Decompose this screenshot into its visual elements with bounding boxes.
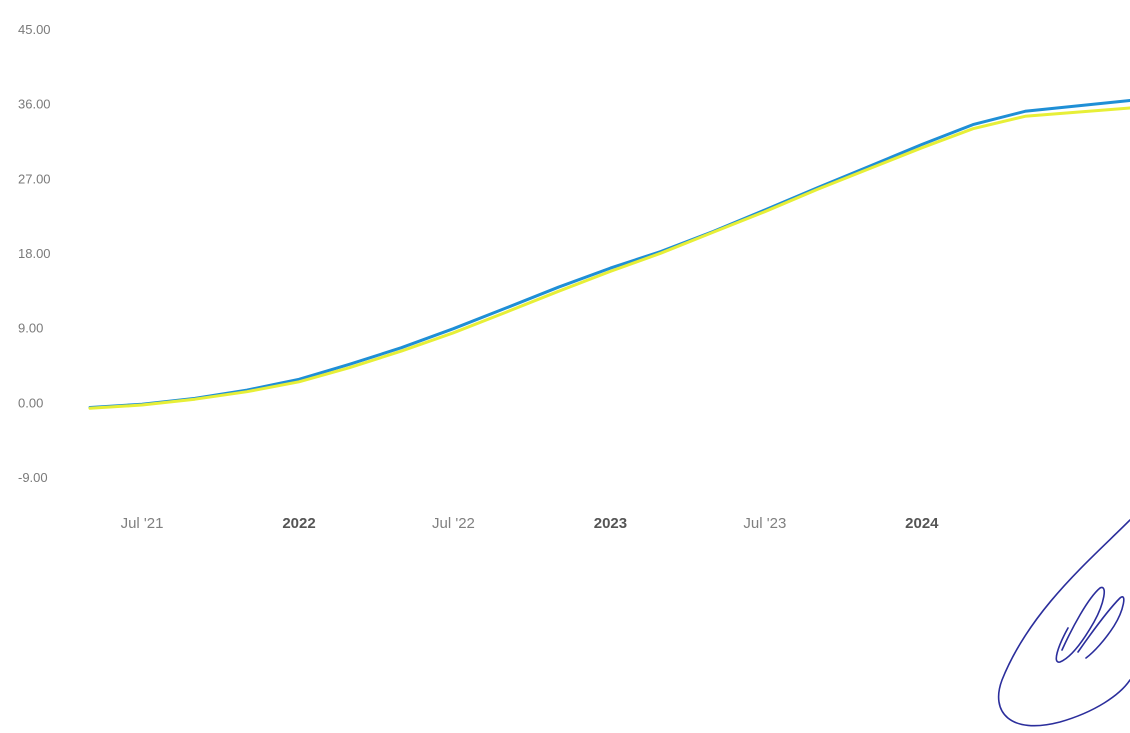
y-tick-label: 0.00 xyxy=(18,395,43,410)
y-tick-label: 27.00 xyxy=(18,171,51,186)
signature-scribble xyxy=(997,519,1130,727)
y-tick-label: 36.00 xyxy=(18,97,51,112)
y-tick-label: 45.00 xyxy=(18,22,51,37)
x-tick-label: Jul '23 xyxy=(743,515,786,532)
x-tick-label: 2023 xyxy=(594,515,627,532)
x-tick-label: 2022 xyxy=(282,515,315,532)
y-axis: -9.00 0.00 9.00 18.00 27.00 36.00 45.00 xyxy=(18,22,51,485)
x-tick-label: 2024 xyxy=(905,515,939,532)
x-axis: Jul '21 2022 Jul '22 2023 Jul '23 2024 xyxy=(121,515,940,532)
x-tick-label: Jul '22 xyxy=(432,515,475,532)
y-tick-label: 18.00 xyxy=(18,246,51,261)
y-tick-label: -9.00 xyxy=(18,470,48,485)
y-tick-label: 9.00 xyxy=(18,321,43,336)
plot-area xyxy=(88,99,1130,410)
series-line xyxy=(88,99,1130,409)
series-1 xyxy=(88,106,1130,410)
series-line xyxy=(88,106,1130,410)
x-tick-label: Jul '21 xyxy=(121,515,164,532)
series-0 xyxy=(88,99,1130,409)
